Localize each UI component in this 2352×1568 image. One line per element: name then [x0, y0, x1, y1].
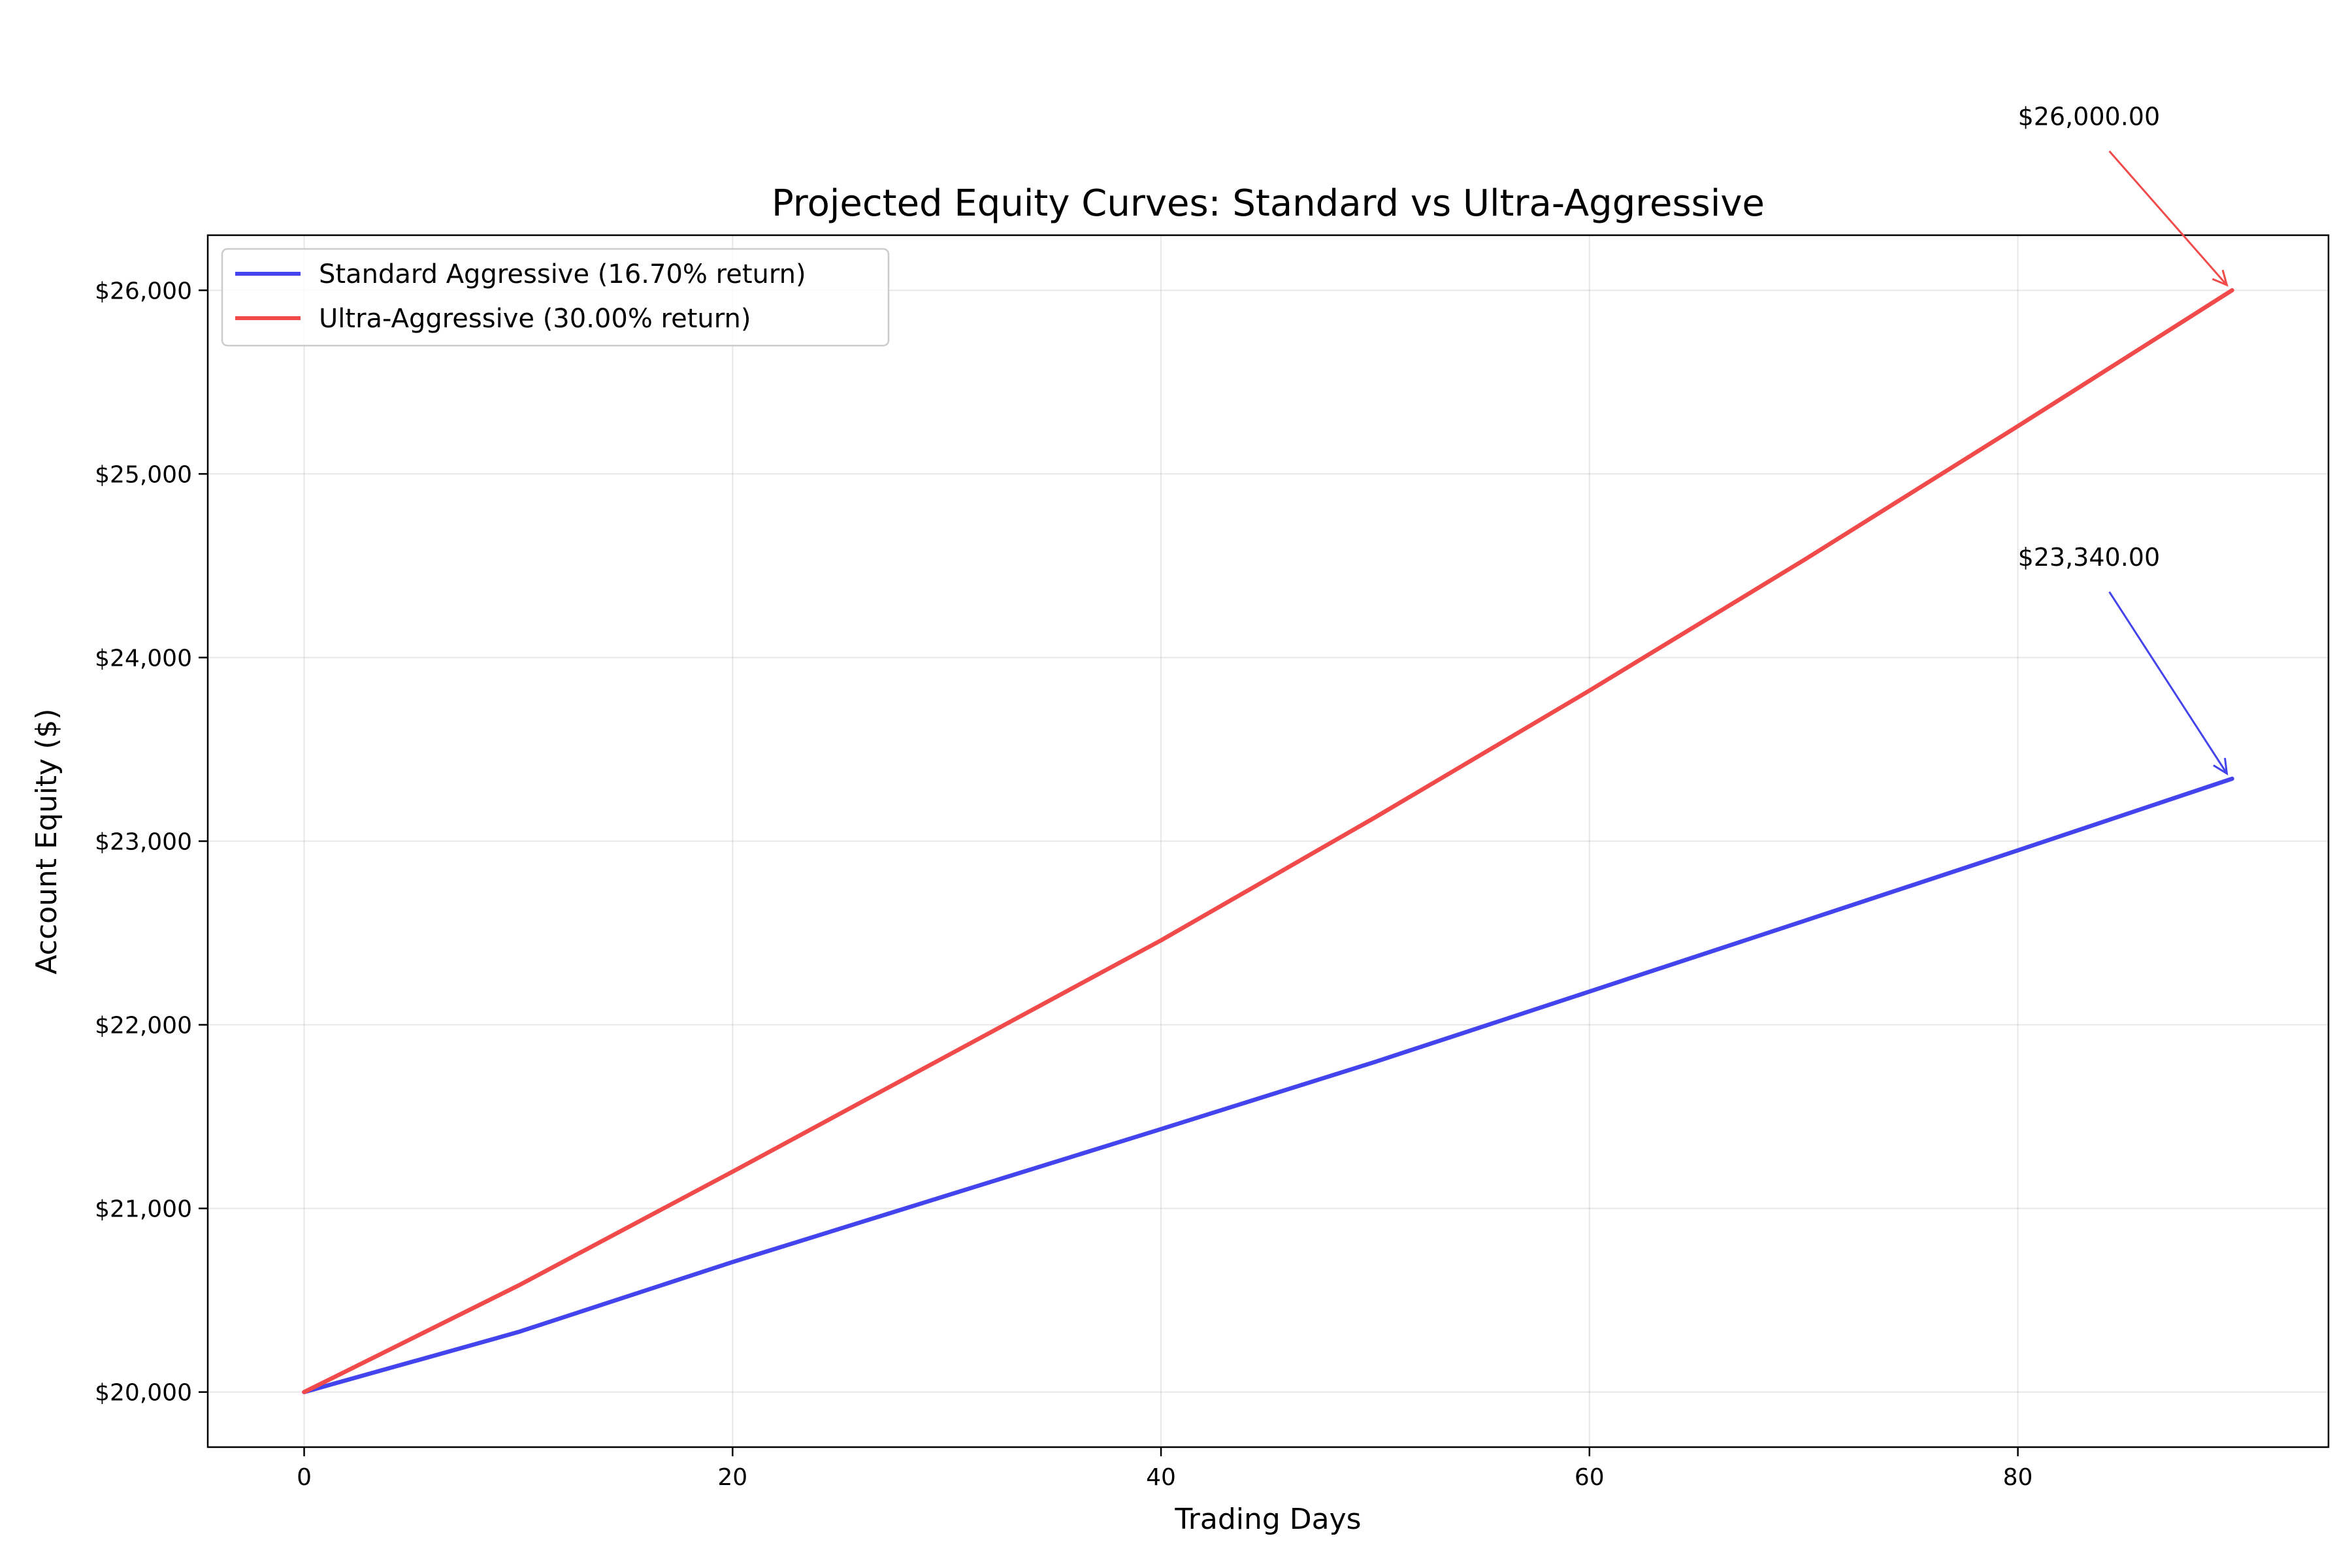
grid-layer — [208, 235, 2328, 1447]
annotation-layer: $26,000.00 $23,340.00 — [2018, 102, 2229, 776]
y-axis-label: Account Equity ($) — [30, 708, 63, 974]
series-line-ultra — [302, 288, 2234, 1394]
x-tick-label: 80 — [2003, 1464, 2033, 1491]
y-tick-label: $26,000 — [95, 278, 192, 304]
y-tick-label: $22,000 — [95, 1013, 192, 1039]
x-tick-label: 40 — [1146, 1464, 1176, 1491]
y-tick-label: $21,000 — [95, 1196, 192, 1223]
annotation-arrowhead — [2212, 269, 2229, 287]
annotation-label: $26,000.00 — [2018, 102, 2161, 131]
chart-title: Projected Equity Curves: Standard vs Ult… — [772, 182, 1765, 225]
y-tick-label: $20,000 — [95, 1380, 192, 1407]
x-tick-label: 20 — [717, 1464, 747, 1491]
legend-label-standard: Standard Aggressive (16.70% return) — [319, 259, 806, 289]
x-tick-label: 60 — [1575, 1464, 1605, 1491]
annotation-arrow — [2108, 591, 2228, 774]
x-tick-label: 0 — [297, 1464, 312, 1491]
legend-box — [221, 248, 890, 347]
x-axis-label: Trading Days — [1174, 1503, 1361, 1536]
legend-label-ultra: Ultra-Aggressive (30.00% return) — [319, 304, 751, 334]
annotation-arrowhead — [2213, 757, 2229, 776]
y-tick-label: $25,000 — [95, 461, 192, 488]
annotation-label: $23,340.00 — [2018, 543, 2161, 572]
legend: Standard Aggressive (16.70% return) Ultr… — [221, 248, 890, 347]
y-tick-label: $24,000 — [95, 645, 192, 672]
series-line-standard — [302, 776, 2234, 1394]
annotation-arrow — [2108, 150, 2228, 286]
series-layer — [302, 288, 2234, 1394]
y-tick-label: $23,000 — [95, 829, 192, 856]
tick-layer: 0 20 40 60 80 $20,000 $21,000 $22,000 $23,000 $24… — [95, 278, 2033, 1491]
